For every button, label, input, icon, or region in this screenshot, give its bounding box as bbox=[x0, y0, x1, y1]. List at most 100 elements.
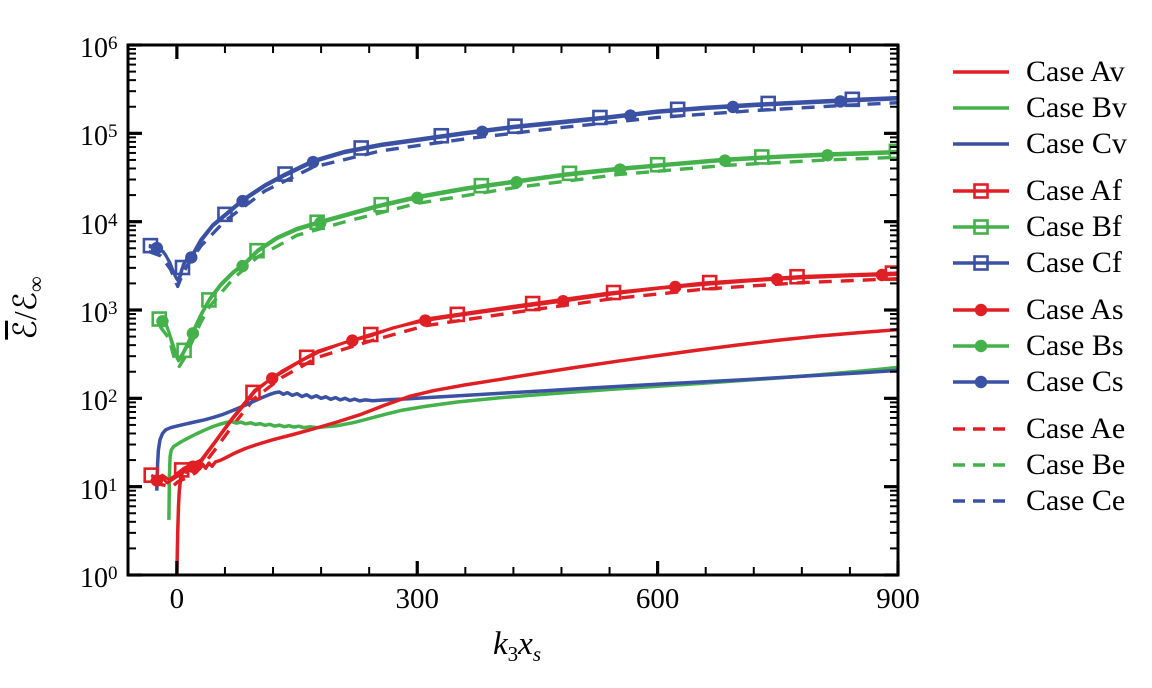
legend-item-case-af: Case Af bbox=[952, 173, 1122, 209]
marker-circle-case-cs bbox=[150, 241, 164, 255]
marker-circle-case-cs bbox=[236, 194, 249, 208]
marker-square-case-cf bbox=[217, 206, 233, 223]
x-axis-label: k3xs bbox=[493, 626, 541, 667]
legend-item-case-bv: Case Bv bbox=[952, 90, 1127, 126]
marker-circle-case-as bbox=[346, 334, 359, 347]
marker-circle-case-bs bbox=[718, 154, 732, 167]
legend-swatch-case-av bbox=[953, 70, 1009, 74]
marker-circle-case-bs bbox=[821, 149, 834, 162]
marker-square-case-bf bbox=[201, 292, 217, 308]
marker-circle-case-as bbox=[770, 273, 784, 286]
marker-square-case-bf bbox=[888, 143, 898, 160]
x-label-distance-symbol: x bbox=[518, 626, 533, 662]
marker-square-case-bf bbox=[249, 242, 265, 259]
legend-label-case-cs: Case Cs bbox=[1026, 365, 1124, 398]
legend-swatch-case-bf bbox=[953, 219, 1009, 235]
axis-ticks bbox=[128, 43, 900, 577]
x-tick-label-900: 900 bbox=[876, 583, 920, 615]
marker-circle-case-as bbox=[419, 314, 432, 327]
marker-circle-case-cs bbox=[185, 251, 198, 264]
legend-item-case-ae: Case Ae bbox=[952, 411, 1125, 447]
y-label-divider: / bbox=[7, 311, 43, 321]
marker-circle-case-as bbox=[150, 474, 164, 487]
y-tick-label-10e6: 106 bbox=[80, 33, 118, 64]
marker-square-case-af bbox=[298, 349, 315, 366]
series-line-case-bv bbox=[167, 365, 898, 520]
y-tick-label-10e3: 103 bbox=[80, 298, 118, 329]
legend-label-case-cv: Case Cv bbox=[1026, 127, 1127, 160]
marker-circle-case-bs bbox=[236, 259, 249, 273]
legend-swatch-case-be bbox=[953, 463, 1009, 467]
y-tick-label-10e1: 101 bbox=[80, 474, 118, 506]
legend-swatch-case-bv bbox=[953, 106, 1009, 110]
legend-label-case-cf: Case Cf bbox=[1026, 246, 1122, 279]
marker-circle-case-as bbox=[875, 268, 889, 282]
y-tick-label-10e4: 104 bbox=[80, 209, 118, 241]
marker-circle-case-cs bbox=[834, 95, 847, 108]
x-tick-label-0: 0 bbox=[169, 583, 185, 615]
y-tick-label-10e2: 102 bbox=[80, 386, 118, 418]
legend-label-case-as: Case As bbox=[1026, 293, 1124, 326]
legend-item-case-cv: Case Cv bbox=[952, 126, 1127, 162]
marker-square-case-bf bbox=[176, 342, 192, 359]
legend-label-case-bv: Case Bv bbox=[1026, 91, 1127, 124]
marker-circle-case-bs bbox=[411, 191, 424, 205]
marker-circle-case-cs bbox=[726, 100, 740, 114]
marker-circle-case-cs bbox=[475, 125, 489, 138]
series-line-case-ce bbox=[148, 101, 898, 289]
marker-circle-case-cs bbox=[624, 109, 637, 122]
marker-circle-case-bs bbox=[186, 327, 200, 340]
legend-label-case-av: Case Av bbox=[1026, 55, 1125, 88]
y-label-mean-dissipation-symbol: ℰ bbox=[5, 320, 43, 340]
legend-item-case-as: Case As bbox=[952, 292, 1124, 328]
marker-circle-case-as bbox=[266, 372, 279, 385]
legend-swatch-case-as bbox=[953, 303, 1009, 317]
y-tick-label-10e5: 105 bbox=[80, 121, 118, 153]
legend-item-case-cf: Case Cf bbox=[952, 245, 1122, 281]
legend-swatch-case-bs bbox=[953, 339, 1009, 353]
marker-circle-case-bs bbox=[314, 216, 327, 230]
legend-label-case-be: Case Be bbox=[1026, 448, 1126, 481]
legend-label-case-bs: Case Bs bbox=[1026, 329, 1124, 362]
legend-item-case-bs: Case Bs bbox=[952, 328, 1124, 364]
x-label-wavenumber-symbol: k bbox=[493, 626, 508, 662]
legend-label-case-ce: Case Ce bbox=[1026, 484, 1126, 517]
x-label-distance-subscript: s bbox=[532, 642, 541, 666]
legend-swatch-case-cs bbox=[953, 375, 1009, 389]
marker-circle-case-as bbox=[556, 295, 570, 308]
series-line-case-cv bbox=[155, 368, 898, 491]
marker-circle-case-cs bbox=[306, 155, 320, 169]
legend-item-case-cs: Case Cs bbox=[952, 364, 1124, 400]
legend-item-case-ce: Case Ce bbox=[952, 483, 1125, 519]
y-label-infinity-subscript: ∞ bbox=[23, 276, 48, 293]
legend-swatch-case-ae bbox=[953, 427, 1009, 431]
marker-circle-case-bs bbox=[156, 315, 169, 328]
plot-frame bbox=[126, 43, 900, 577]
legend-label-case-bf: Case Bf bbox=[1026, 210, 1122, 243]
legend: Case Av Case Bv Case Cv Case Af Case Bf Case … bbox=[952, 0, 1152, 688]
legend-label-case-ae: Case Ae bbox=[1026, 412, 1126, 445]
marker-square-case-af bbox=[245, 384, 261, 401]
y-tick-label-10e0: 100 bbox=[80, 563, 118, 594]
marker-circle-case-bs bbox=[510, 175, 523, 189]
legend-swatch-case-af bbox=[953, 183, 1009, 199]
legend-swatch-case-cv bbox=[953, 142, 1009, 146]
x-label-wavenumber-subscript: 3 bbox=[507, 642, 519, 666]
y-label-reference-dissipation-symbol: ℰ bbox=[7, 292, 43, 312]
legend-item-case-av: Case Av bbox=[952, 54, 1125, 90]
x-tick-label-600: 600 bbox=[635, 583, 680, 615]
marker-circle-case-bs bbox=[613, 163, 627, 176]
legend-item-case-bf: Case Bf bbox=[952, 209, 1122, 245]
x-tick-label-300: 300 bbox=[395, 583, 440, 615]
curves-group bbox=[142, 91, 898, 575]
marker-circle-case-as bbox=[669, 280, 682, 294]
y-axis-label: ℰ/ℰ∞ bbox=[5, 276, 49, 340]
legend-label-case-af: Case Af bbox=[1026, 174, 1122, 207]
marker-circle-case-as bbox=[186, 460, 200, 473]
legend-swatch-case-ce bbox=[953, 499, 1009, 503]
series-line-case-av bbox=[175, 327, 898, 575]
legend-item-case-be: Case Be bbox=[952, 447, 1125, 483]
legend-swatch-case-cf bbox=[953, 255, 1009, 271]
